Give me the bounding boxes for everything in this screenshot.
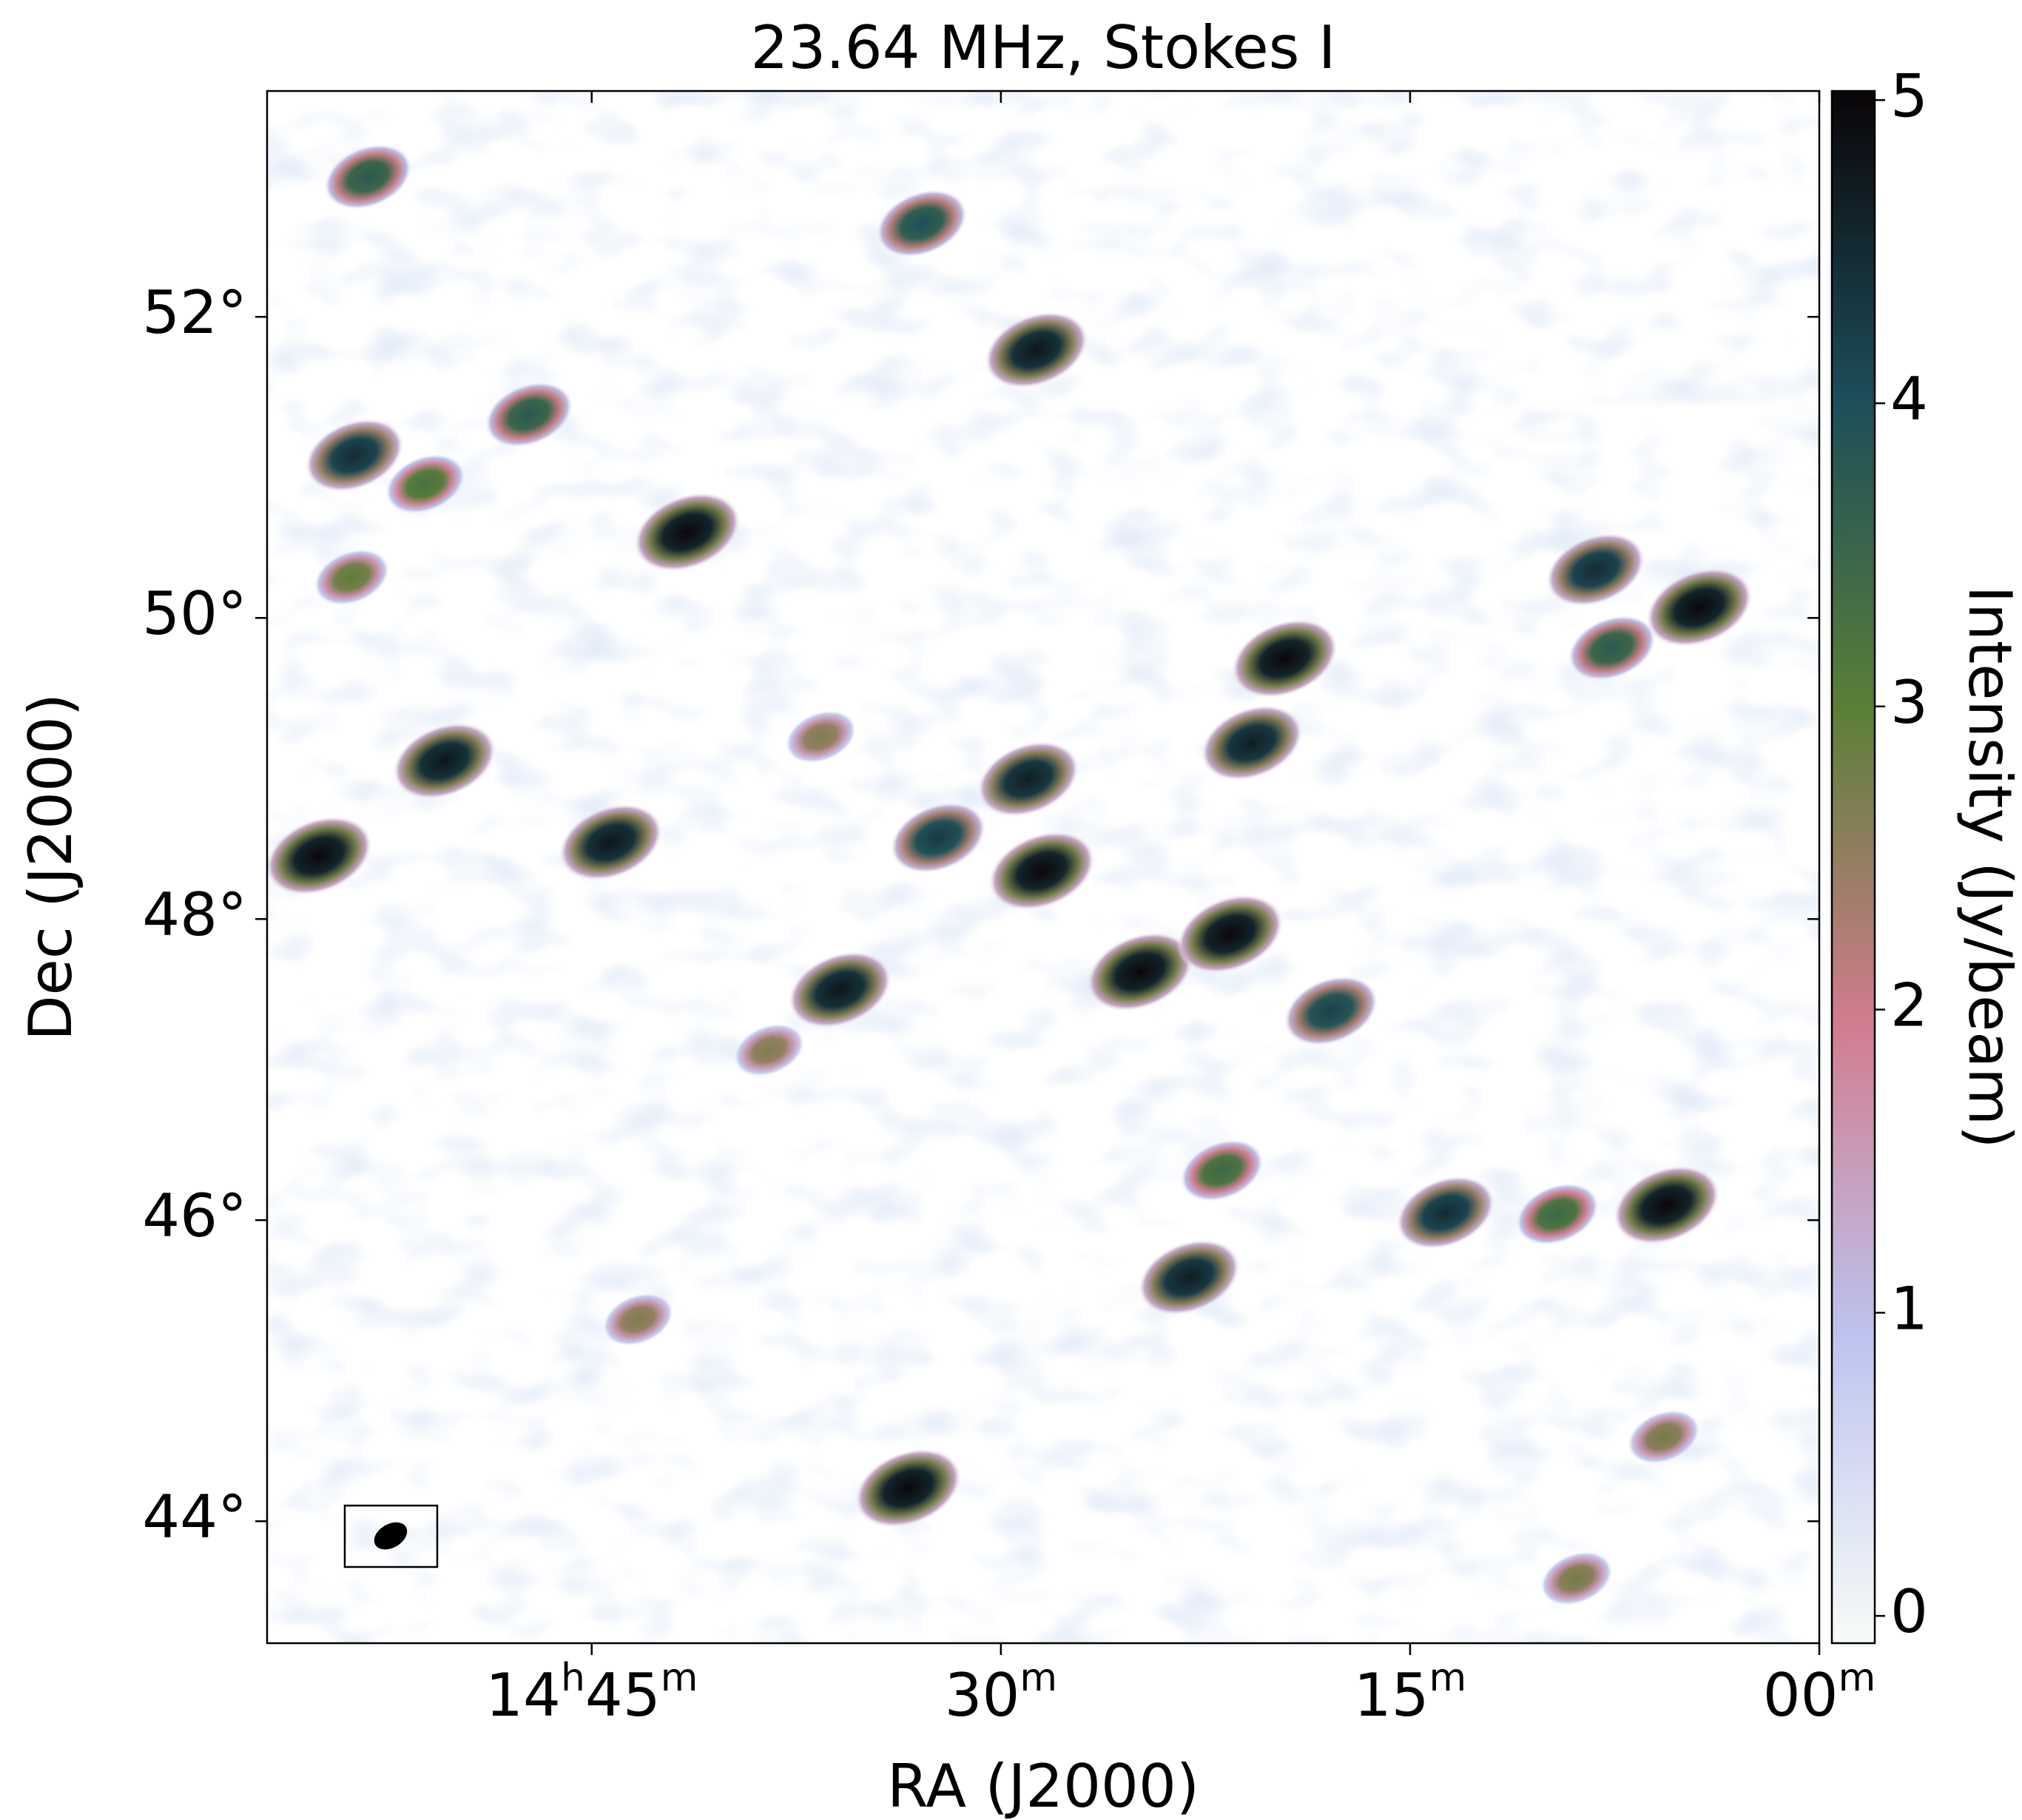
source [1231, 619, 1338, 698]
sources [267, 144, 1753, 1606]
source [1138, 1239, 1241, 1315]
x-tick-label: 15m [1354, 1656, 1466, 1730]
source [788, 951, 892, 1028]
y-tick-label: 50° [142, 579, 247, 648]
source [385, 454, 465, 514]
source [1180, 1139, 1264, 1201]
colorbar-tick-label: 4 [1890, 365, 1928, 434]
beam [374, 1522, 408, 1550]
source [602, 1292, 674, 1347]
y-tick-label: 44° [142, 1483, 247, 1551]
y-tick-label: 48° [142, 880, 247, 949]
source [392, 722, 496, 800]
colorbar-tick-label: 0 [1890, 1577, 1928, 1646]
y-tick-label: 46° [142, 1182, 247, 1250]
source [1546, 533, 1645, 607]
colorbar-tick-label: 2 [1890, 971, 1928, 1040]
source [1613, 1165, 1720, 1245]
source [876, 189, 968, 257]
source [559, 803, 663, 881]
beam-box [343, 1504, 439, 1568]
source [1396, 1176, 1495, 1250]
x-tick-label: 14h45m [485, 1656, 698, 1730]
colorbar [1830, 90, 1876, 1645]
source [890, 802, 986, 874]
x-tick-label: 00m [1763, 1656, 1876, 1730]
colorbar-label: Intensity (Jy/beam) [1955, 586, 2022, 1149]
source [1515, 1183, 1600, 1245]
source [485, 382, 573, 448]
source [1284, 976, 1378, 1046]
source [1086, 932, 1193, 1011]
source [324, 144, 412, 210]
source [984, 311, 1088, 388]
y-tick-label: 52° [142, 278, 247, 347]
source [988, 831, 1096, 911]
plot-frame [266, 90, 1821, 1645]
source [785, 710, 857, 764]
source [1540, 1551, 1613, 1606]
source [733, 1023, 805, 1076]
source [1568, 615, 1657, 681]
source [1201, 705, 1303, 781]
source [633, 492, 741, 572]
x-tick-label: 30m [945, 1656, 1057, 1730]
source [314, 549, 390, 606]
source [1645, 567, 1753, 647]
colorbar-tick-label: 1 [1890, 1274, 1928, 1343]
source [305, 418, 404, 493]
colorbar-tick-label: 5 [1890, 61, 1928, 130]
source [1628, 1409, 1700, 1464]
x-axis-label: RA (J2000) [887, 1752, 1199, 1820]
y-axis-label: Dec (J2000) [16, 693, 85, 1041]
source [855, 1448, 962, 1528]
source [977, 741, 1079, 818]
colorbar-tick-label: 3 [1890, 668, 1928, 737]
chart-title: 23.64 MHz, Stokes I [751, 13, 1336, 82]
source [267, 816, 372, 896]
source [1176, 894, 1284, 974]
